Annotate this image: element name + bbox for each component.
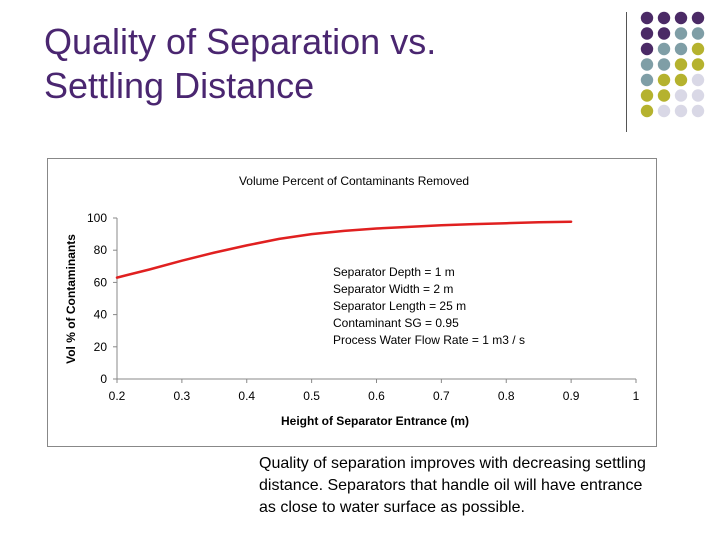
- x-tick-label: 0.9: [563, 389, 580, 403]
- x-tick-label: 0.4: [238, 389, 255, 403]
- decor-dot: [657, 27, 671, 40]
- decor-dot: [640, 58, 654, 71]
- decor-dot: [674, 89, 688, 102]
- chart-svg: Volume Percent of Contaminants Removed H…: [64, 174, 640, 428]
- x-tick-label: 0.5: [303, 389, 320, 403]
- decor-dot: [640, 27, 654, 40]
- y-tick-label: 100: [87, 211, 107, 225]
- decor-dot: [640, 73, 654, 87]
- decor-dot: [691, 104, 705, 118]
- annotation-line: Separator Depth = 1 m: [333, 265, 455, 279]
- y-tick-label: 0: [100, 372, 107, 386]
- chart-annotation: Separator Depth = 1 m Separator Width = …: [333, 265, 525, 347]
- decor-dot: [691, 42, 705, 56]
- decor-dot: [640, 11, 654, 25]
- slide-title: Quality of Separation vs. Settling Dista…: [44, 20, 604, 108]
- caption-line-3: as close to water surface as possible.: [259, 499, 525, 516]
- decor-dot-grid: [640, 11, 705, 118]
- series-line: [115, 220, 573, 279]
- y-axis-label: Vol % of Contaminants: [64, 234, 78, 364]
- decor-dot: [691, 27, 705, 40]
- decor-dot: [674, 42, 688, 56]
- decor-dot: [657, 104, 671, 118]
- x-tick-label: 0.2: [109, 389, 126, 403]
- x-tick-label: 0.7: [433, 389, 450, 403]
- decor-dot: [640, 42, 654, 56]
- annotation-line: Contaminant SG = 0.95: [333, 316, 459, 330]
- decor-divider: [626, 12, 627, 132]
- x-tick-label: 1: [633, 389, 640, 403]
- chart-title: Volume Percent of Contaminants Removed: [239, 174, 469, 188]
- y-tick-label: 60: [94, 275, 108, 289]
- x-tick-label: 0.8: [498, 389, 515, 403]
- slide-title-line-2: Settling Distance: [44, 65, 315, 106]
- x-axis-label: Height of Separator Entrance (m): [281, 414, 469, 428]
- annotation-line: Separator Length = 25 m: [333, 299, 466, 313]
- decor-dot: [691, 89, 705, 102]
- caption-line-1: Quality of separation improves with decr…: [259, 455, 646, 472]
- decor-dot: [657, 73, 671, 87]
- x-tick-label: 0.6: [368, 389, 385, 403]
- slide-caption: Quality of separation improves with decr…: [259, 453, 709, 519]
- decor-dot: [657, 11, 671, 25]
- decor-dot: [691, 58, 705, 71]
- decor-dot: [674, 27, 688, 40]
- decor-dot: [657, 89, 671, 102]
- decor-dot: [674, 58, 688, 71]
- x-tick-label: 0.3: [174, 389, 191, 403]
- slide-title-line-1: Quality of Separation vs.: [44, 21, 437, 62]
- decor-dot: [674, 11, 688, 25]
- caption-line-2: distance. Separators that handle oil wil…: [259, 477, 643, 494]
- chart-container: Volume Percent of Contaminants Removed H…: [47, 158, 657, 447]
- annotation-line: Process Water Flow Rate = 1 m3 / s: [333, 333, 525, 347]
- decor-dot: [674, 73, 688, 87]
- y-tick-label: 80: [94, 243, 108, 257]
- decor-dot: [657, 42, 671, 56]
- y-tick-label: 20: [94, 340, 108, 354]
- decor-dot: [640, 104, 654, 118]
- y-tick-label: 40: [94, 308, 108, 322]
- decor-dot: [640, 89, 654, 102]
- annotation-line: Separator Width = 2 m: [333, 282, 453, 296]
- decor-dot: [691, 11, 705, 25]
- decor-dot: [674, 104, 688, 118]
- decor-dot: [691, 73, 705, 87]
- decor-dot: [657, 58, 671, 71]
